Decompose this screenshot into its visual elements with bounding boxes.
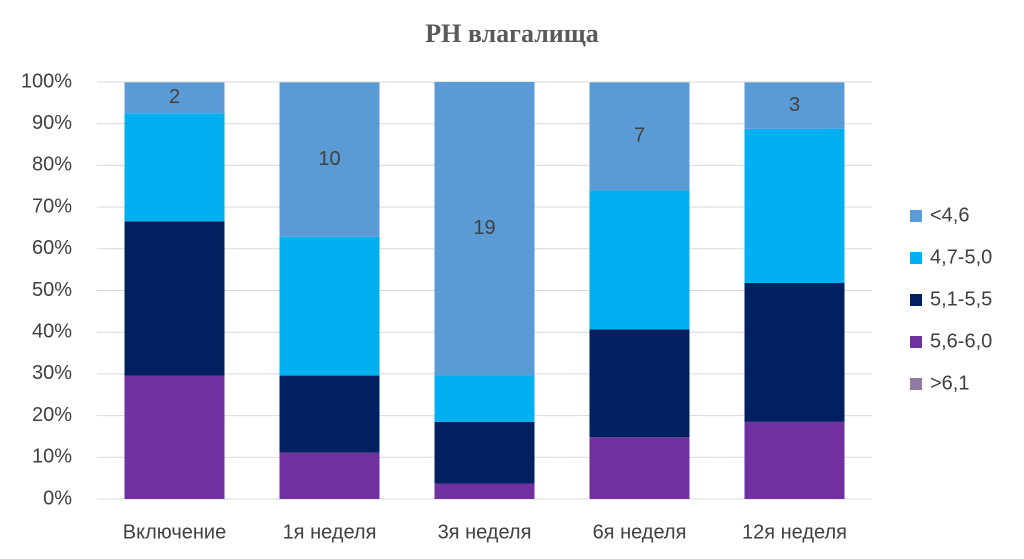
bar-segment	[279, 452, 380, 499]
data-label: 10	[318, 148, 340, 170]
bar-segment	[589, 190, 690, 330]
bar-segment	[589, 437, 690, 499]
bar-segment	[124, 221, 225, 376]
legend-swatch	[910, 378, 922, 390]
x-tick-label: Включение	[123, 521, 226, 543]
legend-label: 5,6-6,0	[930, 330, 992, 352]
y-tick-label: 10%	[32, 446, 72, 468]
y-tick-label: 50%	[32, 279, 72, 301]
bar-segment	[589, 329, 690, 438]
x-tick-label: 3я неделя	[438, 521, 532, 543]
data-label: 2	[169, 86, 180, 108]
data-label: 7	[634, 125, 645, 147]
legend-swatch	[910, 294, 922, 306]
bar-segment	[124, 375, 225, 499]
y-tick-label: 20%	[32, 404, 72, 426]
x-tick-label: 6я неделя	[593, 521, 687, 543]
legend-swatch	[910, 336, 922, 348]
bar-segment	[744, 282, 845, 422]
bar-segment	[589, 82, 690, 191]
legend-label: 5,1-5,5	[930, 288, 992, 310]
bar-segment	[279, 236, 380, 376]
bar-segment	[434, 483, 535, 499]
bar-segment	[744, 421, 845, 499]
legend-label: 4,7-5,0	[930, 246, 992, 268]
y-tick-label: 30%	[32, 362, 72, 384]
x-tick-label: 1я неделя	[283, 521, 377, 543]
legend-label: <4,6	[930, 204, 969, 226]
legend-swatch	[910, 252, 922, 264]
legend-swatch	[910, 210, 922, 222]
bar-segment	[434, 82, 535, 376]
y-tick-label: 40%	[32, 320, 72, 342]
y-tick-label: 80%	[32, 154, 72, 176]
y-tick-label: 70%	[32, 195, 72, 217]
bar-segment	[744, 128, 845, 283]
bar-segment	[434, 421, 535, 484]
x-tick-label: 12я неделя	[742, 521, 847, 543]
chart-title: PH влагалища	[425, 19, 598, 48]
bar-segment	[279, 375, 380, 453]
y-tick-label: 90%	[32, 112, 72, 134]
data-label: 19	[473, 217, 495, 239]
bar-segment	[744, 82, 845, 129]
y-tick-label: 100%	[21, 70, 72, 92]
y-tick-label: 0%	[43, 487, 72, 509]
data-label: 3	[789, 94, 800, 116]
bar-segment	[279, 82, 380, 237]
legend-label: >6,1	[930, 372, 969, 394]
bar-segment	[124, 113, 225, 222]
y-tick-label: 60%	[32, 237, 72, 259]
bar-segment	[434, 375, 535, 422]
bar-segment	[124, 82, 225, 114]
